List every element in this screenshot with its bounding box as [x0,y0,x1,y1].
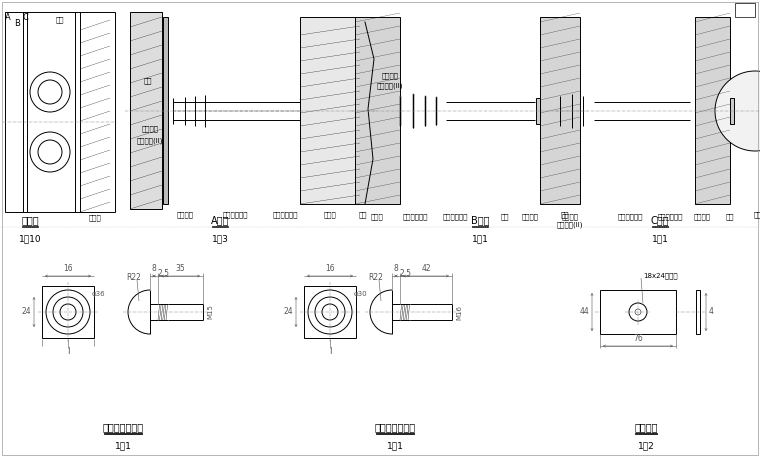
Bar [696,290,700,334]
Text: 防压压紧螺母: 防压压紧螺母 [657,214,682,220]
Bar [540,17,580,204]
Text: 18x24常圆孔: 18x24常圆孔 [643,273,678,279]
Bar [730,98,734,124]
Bar [735,3,755,17]
Bar [600,290,676,334]
Text: 模梁垫片: 模梁垫片 [521,214,539,220]
Text: 2.5: 2.5 [157,269,169,277]
Text: φ30: φ30 [354,291,368,297]
Text: 垫梁: 垫梁 [726,214,734,220]
Text: 4: 4 [709,308,714,317]
Text: 节头块: 节头块 [89,215,101,221]
Bar [355,17,400,204]
Text: 拼接螺栌大样图: 拼接螺栌大样图 [103,422,144,432]
Text: 防震防松螺母: 防震防松螺母 [402,214,428,220]
Text: 圆头螺栓(II): 圆头螺栓(II) [557,222,583,228]
Text: 垫圈: 垫圈 [144,78,152,84]
Text: 垫梁: 垫梁 [754,212,760,218]
Circle shape [715,71,760,151]
Text: 防震防松螺母: 防震防松螺母 [222,212,248,218]
Text: 42: 42 [421,264,431,273]
Text: 拼接螺栓: 拼接螺栓 [562,214,578,220]
Text: 连接螺栓: 连接螺栓 [382,73,398,80]
Text: 24: 24 [283,308,293,317]
Text: 35: 35 [176,264,185,273]
Text: 连接螺栓: 连接螺栓 [176,212,194,218]
Text: 1：1: 1：1 [471,234,489,243]
Text: 模梁垫片: 模梁垫片 [635,422,657,432]
Bar [425,96,426,126]
Bar [5,12,115,212]
Text: 垫圈: 垫圈 [501,214,509,220]
Text: M15: M15 [207,304,213,319]
Text: 模梁垫片: 模梁垫片 [693,214,711,220]
Text: 8: 8 [394,264,398,273]
Text: 24: 24 [21,308,31,317]
Text: M16: M16 [456,304,462,319]
Text: I: I [329,346,331,356]
Text: 支棒: 支棒 [55,17,65,23]
Bar [436,97,437,125]
Bar [536,98,540,124]
Bar [413,94,414,128]
Text: 防压压紧螺母: 防压压紧螺母 [442,214,467,220]
Text: 1：1: 1：1 [387,441,404,450]
Text: 垫梁: 垫梁 [359,212,367,218]
Text: 防压压紧螺母: 防压压紧螺母 [272,212,298,218]
Bar [300,17,360,204]
Text: 1：10: 1：10 [19,234,41,243]
Text: 垫梁: 垫梁 [561,212,569,218]
Text: 16: 16 [63,264,73,273]
Text: 1：1: 1：1 [651,234,669,243]
Text: 圆头螺栓(II): 圆头螺栓(II) [137,138,163,144]
Bar [695,17,730,204]
Text: 16: 16 [325,264,335,273]
Text: C大样: C大样 [651,215,670,225]
Text: 76: 76 [633,334,643,343]
Text: 连接螺栌大样图: 连接螺栌大样图 [375,422,416,432]
Bar [130,12,162,209]
Text: 连接螺栓: 连接螺栓 [141,126,159,133]
Bar [400,96,401,126]
Text: B: B [14,20,20,28]
Bar [304,286,356,338]
Text: 1：1: 1：1 [115,441,131,450]
Text: 8: 8 [152,264,157,273]
Text: 1：3: 1：3 [211,234,229,243]
Text: 2.5: 2.5 [399,269,411,277]
Text: 防震防松螺母: 防震防松螺母 [617,214,643,220]
Text: φ36: φ36 [92,291,106,297]
Text: B大样: B大样 [470,215,489,225]
Text: 圆头螺栓(II): 圆头螺栓(II) [377,83,404,89]
Text: 节头块: 节头块 [324,212,337,218]
Text: A大样: A大样 [211,215,230,225]
Text: 1：2: 1：2 [638,441,654,450]
Text: 节头块: 节头块 [371,214,383,220]
Text: R22: R22 [369,273,384,282]
Bar [42,286,94,338]
Text: A: A [5,12,11,21]
Bar [163,17,168,204]
Text: R22: R22 [127,273,141,282]
Text: 44: 44 [579,308,589,317]
Text: 连接图: 连接图 [21,215,39,225]
Text: I: I [67,346,69,356]
Text: C: C [22,12,28,21]
